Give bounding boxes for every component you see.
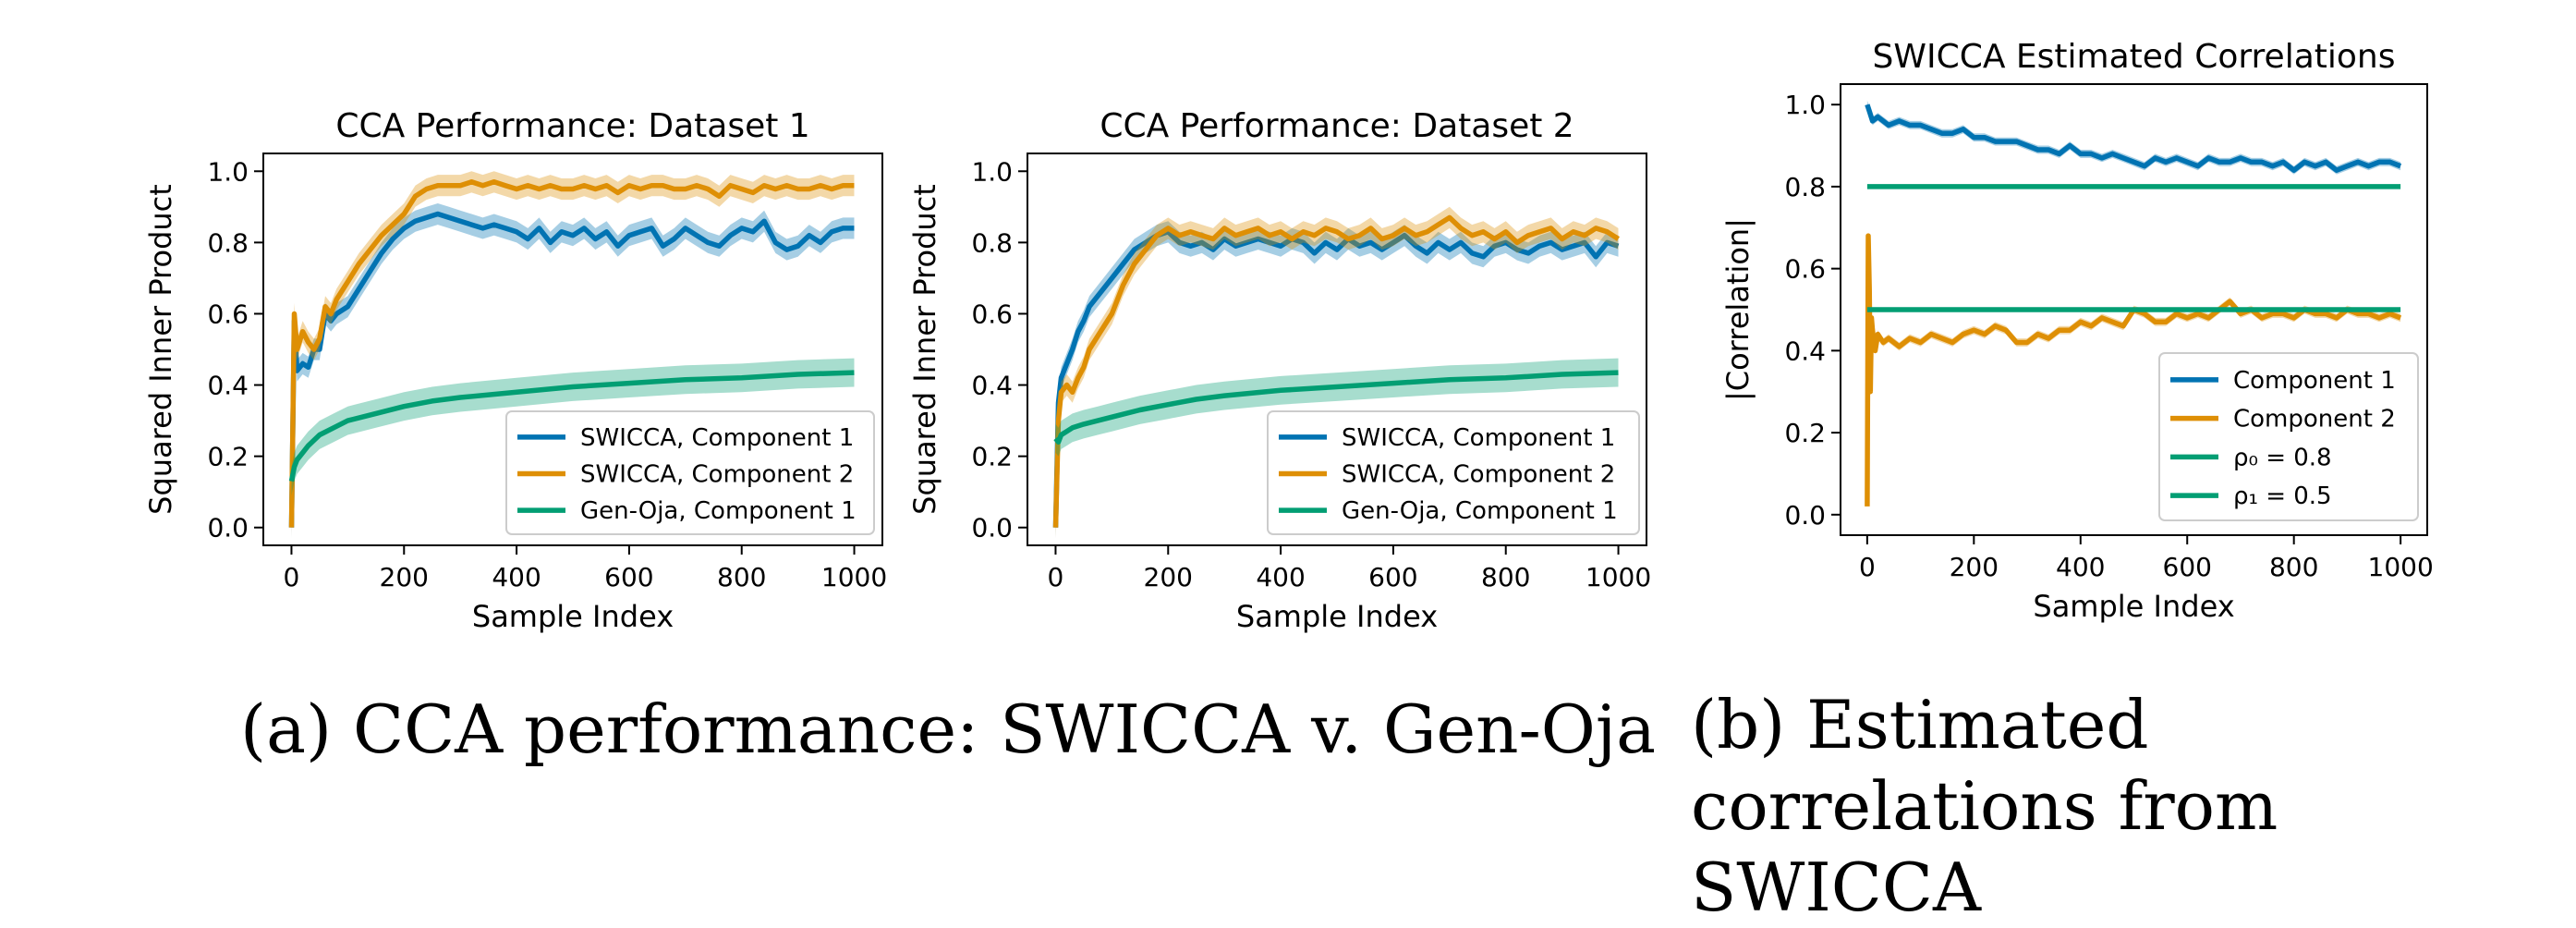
- x-tick-label: 400: [2056, 552, 2105, 582]
- y-axis-label: |Correlation|: [1720, 218, 1756, 401]
- legend-label-2: SWICCA, Component 2: [1342, 461, 1615, 489]
- y-tick-label: 0.2: [1784, 418, 1826, 448]
- y-tick-label: 0.0: [207, 513, 249, 543]
- series-line-2: [1052, 214, 1620, 528]
- series-band-3: [291, 358, 855, 495]
- y-tick-label: 1.0: [207, 156, 249, 187]
- legend: Component 1 Component 2 ρ₀ = 0.8 ρ₁ = 0.5: [2158, 352, 2419, 521]
- x-tick-label: 200: [1144, 562, 1193, 592]
- x-tick-label: 600: [604, 562, 653, 592]
- x-tick-label: 200: [380, 562, 429, 592]
- x-axis-label: Sample Index: [472, 599, 674, 634]
- y-tick-label: 0.4: [1784, 336, 1826, 366]
- y-tick-label: 1.0: [971, 156, 1013, 187]
- x-tick-label: 0: [1048, 562, 1064, 592]
- series-line-2: [288, 179, 855, 528]
- x-tick-label: 600: [2163, 552, 2212, 582]
- y-tick-label: 0.8: [971, 227, 1013, 258]
- series-line-1: [288, 211, 855, 528]
- y-tick-label: 0.6: [971, 299, 1013, 329]
- legend-label-2: SWICCA, Component 2: [580, 461, 854, 489]
- x-tick-label: 400: [1256, 562, 1305, 592]
- x-tick-label: 1000: [1586, 562, 1651, 592]
- series-line-1: [1865, 104, 2402, 173]
- chart-p2: 0 200 400 600 800 1000 0.0 0.2 0.4 0.6 0.8 1.0 CCA P…: [907, 107, 1651, 634]
- chart-title: CCA Performance: Dataset 2: [1100, 107, 1574, 145]
- y-tick-label: 0.4: [971, 371, 1013, 401]
- series-line-3: [288, 370, 855, 482]
- y-tick-label: 0.2: [971, 442, 1013, 472]
- axes-frame: [262, 153, 883, 546]
- legend-label-1: SWICCA, Component 1: [1342, 424, 1615, 452]
- legend-label-3: Gen-Oja, Component 1: [580, 497, 857, 525]
- legend-label-3: Gen-Oja, Component 1: [1342, 497, 1618, 525]
- caption-b: (b) Estimated correlations from SWICCA: [1691, 686, 2278, 926]
- plot-area: [288, 171, 855, 539]
- series-line-2: [1865, 233, 2402, 507]
- series-band-3: [1055, 358, 1619, 457]
- x-tick-label: 400: [492, 562, 541, 592]
- y-tick-label: 1.0: [1784, 90, 1826, 120]
- x-tick-label: 1000: [2368, 552, 2434, 582]
- series-line-1: [1052, 229, 1620, 528]
- chart-title: CCA Performance: Dataset 1: [335, 107, 809, 145]
- series-band-1: [1055, 221, 1619, 539]
- axes-frame: [1027, 153, 1647, 546]
- legend: SWICCA, Component 1 SWICCA, Component 2 Ge…: [1267, 410, 1640, 535]
- x-tick-label: 600: [1368, 562, 1417, 592]
- plot-area: [1865, 100, 2402, 511]
- series-line-3: [1053, 370, 1619, 445]
- y-tick-label: 0.0: [971, 513, 1013, 543]
- x-axis-label: Sample Index: [1236, 599, 1438, 634]
- x-axis-label: Sample Index: [2033, 589, 2234, 624]
- y-axis-label: Squared Inner Product: [907, 184, 942, 515]
- x-tick-label: 800: [1481, 562, 1530, 592]
- y-tick-label: 0.8: [1784, 172, 1826, 202]
- y-axis-label: Squared Inner Product: [143, 184, 178, 515]
- y-tick-label: 0.0: [1784, 500, 1826, 531]
- legend-label-3: ρ₀ = 0.8: [2233, 444, 2332, 471]
- y-tick-label: 0.4: [207, 371, 249, 401]
- x-tick-label: 1000: [821, 562, 887, 592]
- x-tick-label: 200: [1950, 552, 1999, 582]
- chart-p1: 0 200 400 600 800 1000 0.0 0.2 0.4 0.6 0.8 1.0 CCA P…: [143, 107, 887, 634]
- legend-label-1: SWICCA, Component 1: [580, 424, 854, 452]
- y-tick-label: 0.6: [1784, 254, 1826, 285]
- axes-frame: [1840, 83, 2428, 536]
- x-tick-label: 800: [717, 562, 766, 592]
- y-tick-label: 0.2: [207, 442, 249, 472]
- caption-a: (a) CCA performance: SWICCA v. Gen-Oja: [240, 690, 1657, 768]
- legend-label-4: ρ₁ = 0.5: [2233, 482, 2332, 510]
- x-tick-label: 0: [284, 562, 300, 592]
- legend-label-2: Component 2: [2233, 406, 2396, 433]
- series-band-1: [291, 203, 855, 539]
- x-tick-label: 800: [2269, 552, 2318, 582]
- legend: SWICCA, Component 1 SWICCA, Component 2 Ge…: [505, 410, 875, 535]
- x-tick-label: 0: [1859, 552, 1876, 582]
- y-tick-label: 0.6: [207, 299, 249, 329]
- legend-label-1: Component 1: [2233, 367, 2396, 395]
- y-tick-label: 0.8: [207, 227, 249, 258]
- chart-p3: 0 200 400 600 800 1000 0.0 0.2 0.4 0.6 0.8 1.0 SWICC…: [1720, 38, 2434, 624]
- plot-area: [1052, 206, 1620, 539]
- chart-title: SWICCA Estimated Correlations: [1873, 38, 2396, 76]
